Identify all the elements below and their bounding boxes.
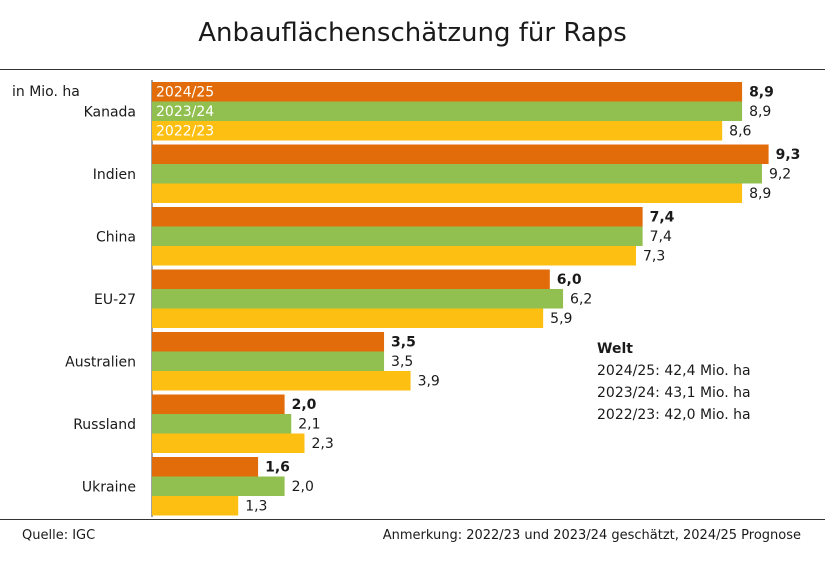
data-label: 8,9 xyxy=(749,104,771,120)
bars-group: Kanada 8,9 2024/25 8,9 2023/24 8,6 2022/23 Indi… xyxy=(65,82,800,516)
data-label: 2,0 xyxy=(292,397,317,413)
legend-label: 2024/25 xyxy=(156,85,214,101)
data-label: 1,3 xyxy=(245,499,267,515)
bar-2024-25 xyxy=(152,144,769,164)
data-label: 7,4 xyxy=(650,229,672,245)
bar-2022-23 xyxy=(152,308,544,328)
bar-2022-23 xyxy=(152,121,723,141)
bar-2023-24 xyxy=(152,351,385,371)
bar-2023-24 xyxy=(152,101,743,121)
data-label: 9,3 xyxy=(776,147,801,163)
category-label: Indien xyxy=(93,167,136,183)
legend-label: 2023/24 xyxy=(156,104,214,120)
bar-2024-25 xyxy=(152,332,385,352)
bar-2023-24 xyxy=(152,289,564,309)
bar-2024-25 xyxy=(152,207,643,227)
chart-title: Anbauflächenschätzung für Raps xyxy=(198,18,627,48)
category-label: EU-27 xyxy=(94,292,136,308)
legend-label: 2022/23 xyxy=(156,124,214,140)
category-label: Australien xyxy=(65,354,136,370)
data-label: 1,6 xyxy=(265,460,290,476)
category-label: Russland xyxy=(73,417,136,433)
data-label: 8,9 xyxy=(749,85,774,101)
unit-label: in Mio. ha xyxy=(12,84,80,100)
bar-2023-24 xyxy=(152,164,762,184)
data-label: 6,2 xyxy=(570,292,592,308)
footnote: Anmerkung: 2022/23 und 2023/24 geschätzt… xyxy=(382,528,801,543)
data-label: 2,1 xyxy=(298,417,320,433)
data-label: 5,9 xyxy=(550,311,572,327)
data-label: 3,5 xyxy=(391,335,416,351)
data-label: 7,4 xyxy=(650,210,675,226)
data-label: 9,2 xyxy=(769,167,791,183)
bar-2024-25 xyxy=(152,394,285,414)
category-label: Ukraine xyxy=(82,479,136,495)
data-label: 8,9 xyxy=(749,186,771,202)
data-label: 8,6 xyxy=(729,124,751,140)
bar-2022-23 xyxy=(152,371,411,391)
world-line-2023-24: 2023/24: 43,1 Mio. ha xyxy=(597,385,751,401)
bar-2023-24 xyxy=(152,476,285,496)
world-line-2024-25: 2024/25: 42,4 Mio. ha xyxy=(597,363,751,379)
bar-2022-23 xyxy=(152,433,305,453)
data-label: 6,0 xyxy=(557,272,582,288)
bar-2022-23 xyxy=(152,246,636,266)
data-label: 3,5 xyxy=(391,354,413,370)
bar-2023-24 xyxy=(152,414,292,434)
world-line-2022-23: 2022/23: 42,0 Mio. ha xyxy=(597,407,751,423)
bar-2022-23 xyxy=(152,496,239,516)
world-summary: Welt 2024/25: 42,4 Mio. ha 2023/24: 43,1… xyxy=(597,338,751,426)
category-label: China xyxy=(96,229,136,245)
source-note: Quelle: IGC xyxy=(22,528,96,543)
category-label: Kanada xyxy=(84,104,136,120)
bar-2023-24 xyxy=(152,226,643,246)
world-heading: Welt xyxy=(597,341,633,357)
data-label: 3,9 xyxy=(418,374,440,390)
top-rule xyxy=(0,69,825,70)
data-label: 7,3 xyxy=(643,249,665,265)
bar-2024-25 xyxy=(152,457,259,477)
data-label: 2,3 xyxy=(311,436,333,452)
bar-2022-23 xyxy=(152,183,743,203)
data-label: 2,0 xyxy=(292,479,314,495)
bottom-rule xyxy=(0,519,825,520)
bar-2024-25 xyxy=(152,82,743,102)
bar-2024-25 xyxy=(152,269,550,289)
